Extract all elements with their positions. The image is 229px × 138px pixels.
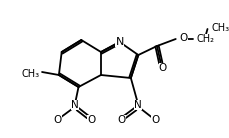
Text: N: N — [134, 100, 142, 110]
Text: O: O — [54, 115, 62, 125]
Text: O: O — [150, 115, 159, 125]
Text: O: O — [117, 115, 125, 125]
Text: CH₂: CH₂ — [195, 34, 213, 44]
Text: O: O — [87, 115, 95, 125]
Text: CH₃: CH₃ — [22, 69, 40, 79]
Text: N: N — [115, 37, 123, 47]
Text: N: N — [71, 100, 78, 110]
Text: CH₃: CH₃ — [210, 23, 228, 33]
Text: O: O — [179, 33, 187, 43]
Text: O: O — [158, 63, 166, 73]
